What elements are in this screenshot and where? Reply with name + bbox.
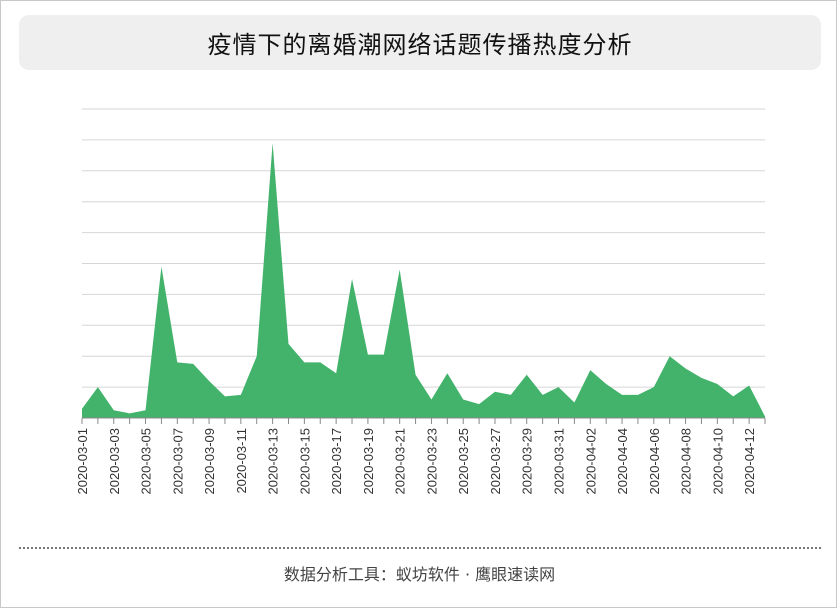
x-tick-label: 2020-04-08 bbox=[679, 428, 694, 495]
x-tick-label: 2020-03-19 bbox=[361, 428, 376, 495]
x-tick-label: 2020-03-15 bbox=[297, 428, 312, 495]
x-tick-label: 2020-03-23 bbox=[424, 428, 439, 495]
x-tick-label: 2020-03-07 bbox=[170, 428, 185, 495]
x-tick-label: 2020-03-17 bbox=[329, 428, 344, 495]
footer-divider bbox=[19, 547, 821, 549]
footer-source: 数据分析工具：蚁坊软件 · 鹰眼速读网 bbox=[283, 565, 556, 584]
x-tick-label: 2020-03-01 bbox=[75, 428, 90, 495]
x-tick-label: 2020-03-25 bbox=[456, 428, 471, 495]
x-tick-label: 2020-04-04 bbox=[615, 428, 630, 495]
x-tick-label: 2020-03-27 bbox=[488, 428, 503, 495]
x-tick-label: 2020-03-03 bbox=[107, 428, 122, 495]
x-tick-label: 2020-03-21 bbox=[393, 428, 408, 495]
x-tick-label: 2020-03-11 bbox=[234, 428, 249, 494]
x-tick-label: 2020-03-09 bbox=[202, 428, 217, 495]
x-tick-label: 2020-04-10 bbox=[710, 428, 725, 495]
x-tick-label: 2020-04-06 bbox=[647, 428, 662, 495]
x-tick-label: 2020-03-31 bbox=[552, 428, 567, 495]
chart-title: 疫情下的离婚潮网络话题传播热度分析 bbox=[207, 31, 633, 59]
series-area bbox=[82, 142, 765, 419]
x-tick-label: 2020-04-02 bbox=[583, 428, 598, 495]
x-tick-label: 2020-04-12 bbox=[742, 428, 757, 495]
title-bar: 疫情下的离婚潮网络话题传播热度分析 bbox=[19, 15, 821, 70]
x-tick-label: 2020-03-13 bbox=[266, 428, 281, 495]
x-tick-label: 2020-03-29 bbox=[520, 428, 535, 495]
x-tick-label: 2020-03-05 bbox=[139, 428, 154, 495]
area-chart: 2020-03-01 2020-03-03 2020-03-05 2020-03-07… bbox=[75, 108, 766, 495]
